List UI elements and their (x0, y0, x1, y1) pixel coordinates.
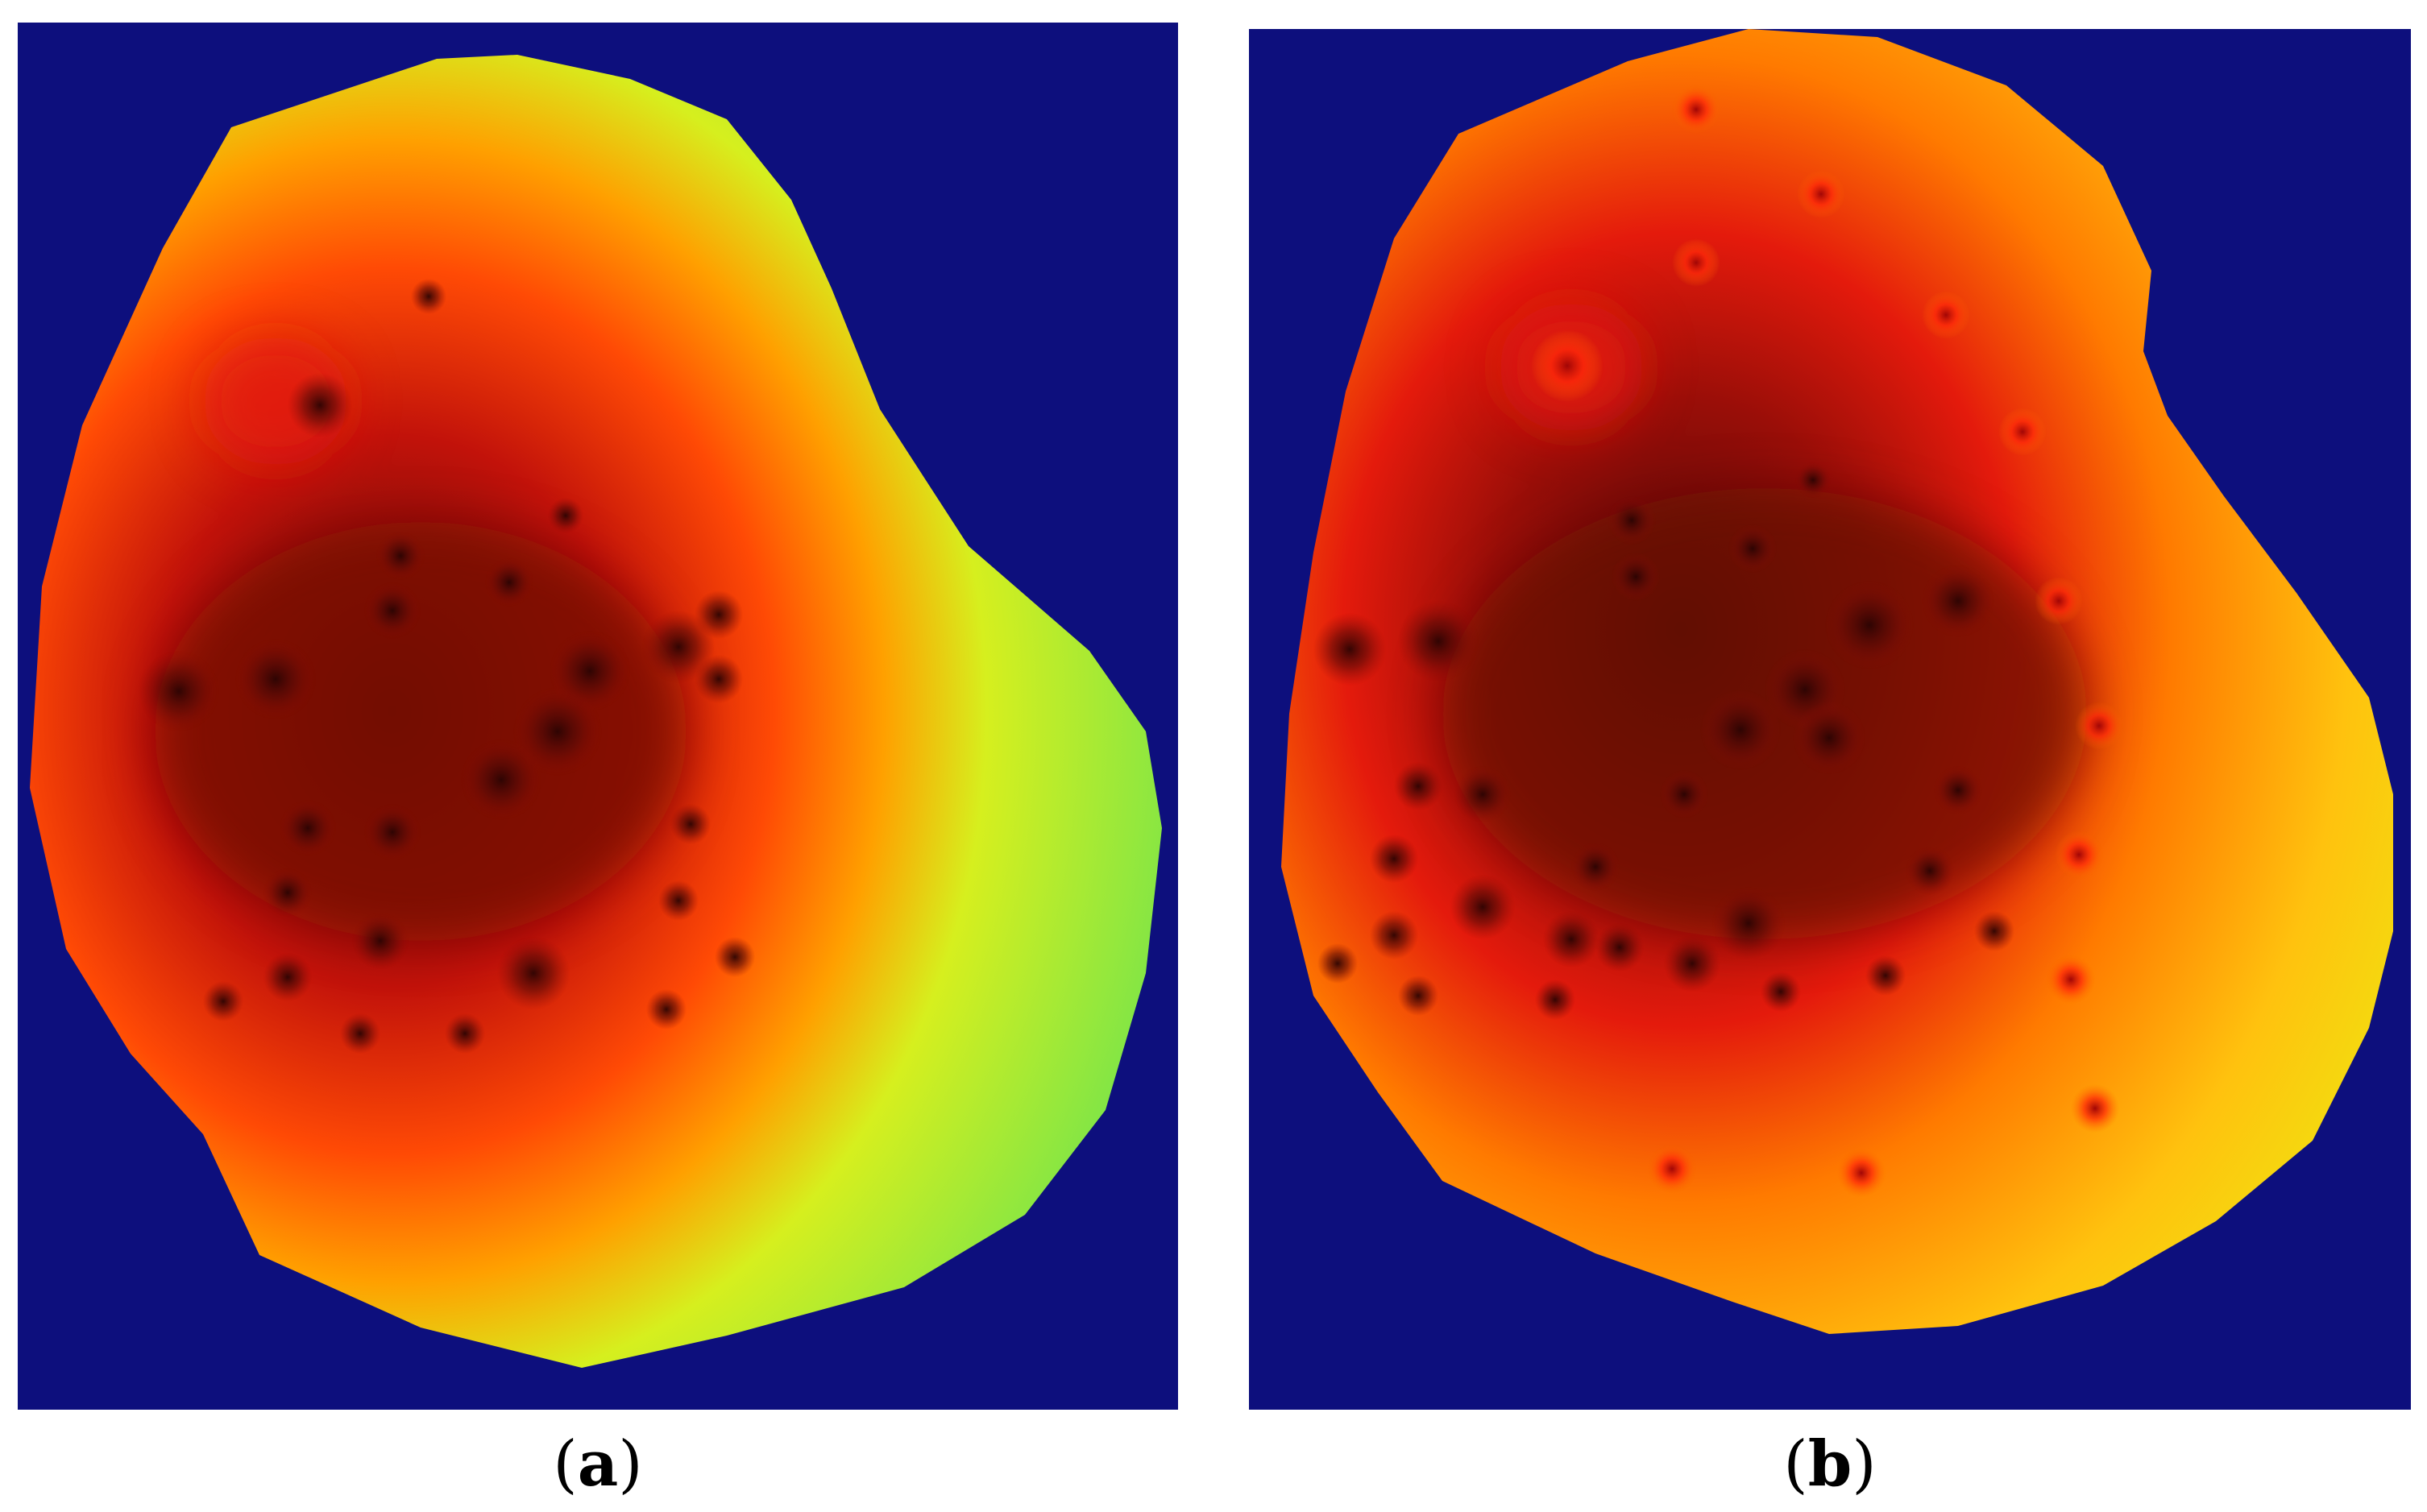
heatmap-b-graphic (1281, 29, 2393, 1334)
caption-open-paren: ( (553, 1428, 578, 1501)
heatmap-panel-a (18, 23, 1178, 1410)
heatmap-a-graphic (30, 55, 1162, 1368)
caption-letter: a (577, 1427, 619, 1501)
heatmap-b-sample-points (1313, 462, 2014, 1020)
caption-open-paren: ( (1783, 1428, 1808, 1501)
caption-letter: b (1807, 1427, 1852, 1501)
heatmap-panel-b (1249, 29, 2411, 1410)
caption-close-paren: ) (618, 1428, 643, 1501)
caption-close-paren: ) (1852, 1428, 1877, 1501)
panel-b-caption: (b) (1249, 1424, 2411, 1505)
heatmap-a-sample-points (139, 279, 755, 1054)
panel-a-caption: (a) (18, 1424, 1178, 1505)
heatmap-b-red-points (1531, 85, 2123, 1197)
